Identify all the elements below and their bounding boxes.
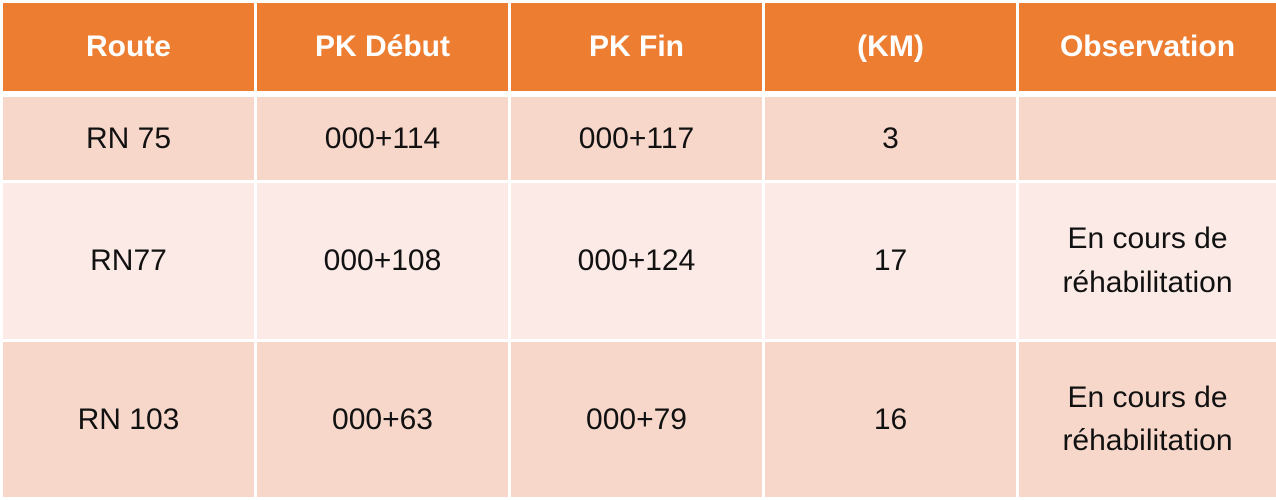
table-row: RN77 000+108 000+124 17 En cours de réha…	[0, 180, 1276, 342]
cell-pk-fin: 000+124	[508, 180, 765, 342]
table-row: RN 75 000+114 000+117 3	[0, 91, 1276, 184]
cell-pk-fin: 000+117	[508, 91, 765, 184]
cell-observation: En cours de réhabilitation	[1016, 338, 1276, 500]
cell-route: RN77	[0, 180, 257, 342]
header-pk-fin: PK Fin	[508, 0, 765, 97]
cell-pk-debut: 000+114	[254, 91, 511, 184]
table-header: Route PK Début PK Fin (KM) Observation	[0, 0, 1276, 97]
cell-observation: En cours de réhabilitation	[1016, 180, 1276, 342]
cell-km: 16	[762, 338, 1019, 500]
cell-route: RN 75	[0, 91, 257, 184]
header-row: Route PK Début PK Fin (KM) Observation	[0, 0, 1276, 97]
header-route: Route	[0, 0, 257, 97]
cell-km: 17	[762, 180, 1019, 342]
cell-route: RN 103	[0, 338, 257, 500]
cell-pk-fin: 000+79	[508, 338, 765, 500]
table-row: RN 103 000+63 000+79 16 En cours de réha…	[0, 338, 1276, 500]
cell-km: 3	[762, 91, 1019, 184]
table-body: RN 75 000+114 000+117 3 RN77 000+108 000…	[0, 91, 1276, 500]
cell-pk-debut: 000+108	[254, 180, 511, 342]
header-pk-debut: PK Début	[254, 0, 511, 97]
header-km: (KM)	[762, 0, 1019, 97]
header-observation: Observation	[1016, 0, 1276, 97]
cell-pk-debut: 000+63	[254, 338, 511, 500]
cell-observation	[1016, 91, 1276, 184]
